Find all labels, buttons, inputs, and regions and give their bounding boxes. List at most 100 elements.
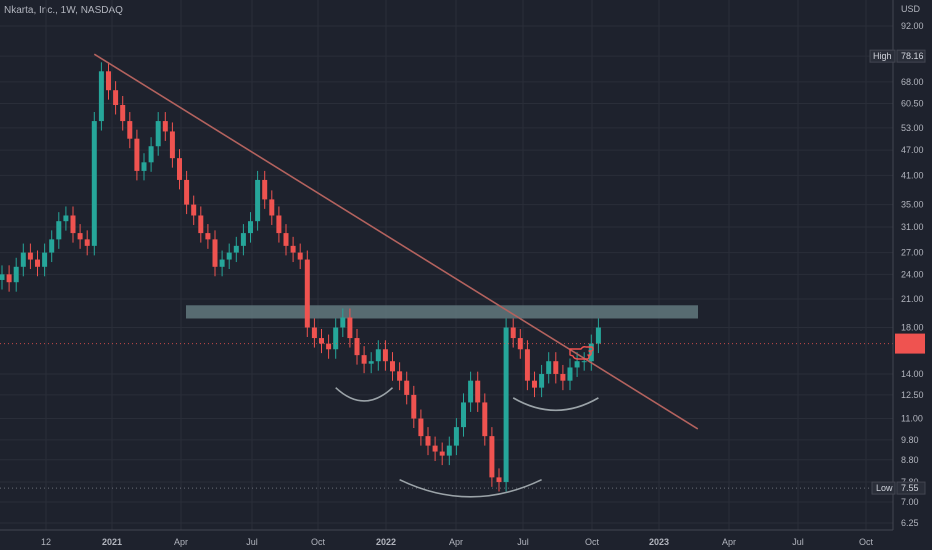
candle-body-84 (595, 327, 601, 344)
candle-body-70 (496, 477, 502, 483)
candle-body-14 (98, 71, 104, 122)
y-tick-17: 8.80 (901, 455, 919, 465)
candle-body-63 (446, 445, 452, 456)
low-value: 7.55 (901, 483, 919, 493)
candle-body-0 (0, 274, 5, 280)
candle-body-20 (141, 162, 147, 171)
candle-body-8 (56, 221, 62, 240)
y-tick-20: 6.25 (901, 518, 919, 528)
candle-body-47 (333, 327, 339, 350)
candle-body-66 (468, 380, 474, 403)
y-tick-19: 7.00 (901, 497, 919, 507)
candle-body-22 (155, 121, 161, 147)
candle-body-72 (510, 327, 516, 339)
candle-body-54 (382, 349, 388, 362)
candle-body-37 (262, 179, 268, 200)
x-tick-11: Jul (792, 537, 804, 547)
candle-body-42 (297, 252, 303, 260)
candle-body-18 (127, 121, 133, 139)
y-tick-11: 21.00 (901, 294, 924, 304)
y-tick-5: 47.00 (901, 145, 924, 155)
candle-body-6 (42, 252, 48, 267)
candle-body-27 (191, 204, 197, 216)
candle-body-62 (439, 451, 445, 456)
candle-body-23 (162, 121, 168, 132)
y-tick-10: 24.00 (901, 269, 924, 279)
candle-body-34 (240, 233, 246, 246)
pointing-hand-icon (569, 346, 594, 360)
candle-body-51 (361, 355, 367, 364)
candle-body-79 (560, 373, 566, 381)
candle-body-26 (184, 179, 190, 205)
candle-body-21 (148, 146, 154, 163)
x-tick-8: Oct (585, 537, 600, 547)
y-tick-9: 27.00 (901, 248, 924, 258)
candle-body-81 (574, 361, 580, 368)
x-tick-4: Oct (311, 537, 326, 547)
candle-body-49 (347, 317, 353, 339)
candle-body-13 (91, 121, 97, 246)
candle-body-60 (425, 436, 431, 446)
currency-label: USD (901, 4, 921, 14)
x-tick-6: Apr (449, 537, 463, 547)
candle-body-33 (233, 245, 239, 253)
candle-body-75 (532, 380, 537, 388)
candle-body-67 (475, 380, 481, 403)
candle-body-76 (539, 373, 545, 388)
candle-body-9 (63, 215, 69, 222)
candle-body-4 (27, 252, 33, 260)
candle-body-12 (84, 239, 90, 246)
y-tick-4: 53.00 (901, 123, 924, 133)
y-tick-8: 31.00 (901, 222, 924, 232)
arc-right-shoulder (512, 397, 599, 412)
high-value-box (896, 49, 926, 63)
candle-body-16 (113, 90, 119, 105)
x-tick-3: Jul (246, 537, 258, 547)
y-tick-15: 11.00 (901, 414, 923, 424)
y-tick-13: 14.00 (901, 369, 924, 379)
candle-body-68 (482, 402, 488, 437)
candle-body-45 (319, 338, 324, 344)
candle-body-46 (326, 343, 332, 350)
candle-body-50 (354, 338, 360, 356)
y-tick-2: 68.00 (901, 77, 924, 87)
x-tick-1: 2021 (102, 537, 122, 547)
arc-left-shoulder (335, 387, 394, 402)
candle-body-19 (134, 138, 140, 171)
candle-body-80 (567, 367, 573, 381)
last-price-tag (895, 333, 925, 354)
x-tick-12: Oct (859, 537, 874, 547)
candle-body-25 (177, 158, 182, 180)
candle-body-55 (390, 361, 395, 372)
candle-body-77 (546, 361, 552, 374)
candle-body-31 (219, 259, 225, 267)
high-label: High (873, 51, 892, 61)
x-tick-5: 2022 (376, 537, 396, 547)
candle-body-7 (49, 239, 55, 253)
candle-body-59 (418, 418, 424, 437)
y-tick-16: 9.80 (901, 435, 919, 445)
candle-body-2 (13, 266, 19, 283)
candle-body-44 (311, 327, 317, 339)
downtrend-line (93, 53, 699, 430)
arc-head (399, 478, 542, 498)
candle-body-57 (404, 380, 410, 395)
pointing-hand-shape (569, 346, 594, 360)
candle-body-61 (432, 445, 438, 452)
candle-body-24 (169, 131, 175, 159)
y-tick-6: 41.00 (901, 170, 924, 180)
candle-body-30 (212, 239, 218, 267)
candle-body-28 (198, 215, 204, 234)
candle-body-40 (283, 233, 289, 246)
low-label-box (871, 481, 896, 495)
chart-title: Nkarta, Inc., 1W, NASDAQ (4, 5, 123, 16)
candle-body-39 (276, 215, 282, 234)
candle-body-56 (397, 371, 403, 381)
high-value: 78.16 (901, 51, 924, 61)
candle-body-5 (35, 259, 40, 267)
candle-body-69 (489, 436, 495, 478)
high-label-box (869, 49, 896, 63)
candle-body-11 (77, 233, 83, 240)
candle-body-53 (375, 349, 381, 362)
